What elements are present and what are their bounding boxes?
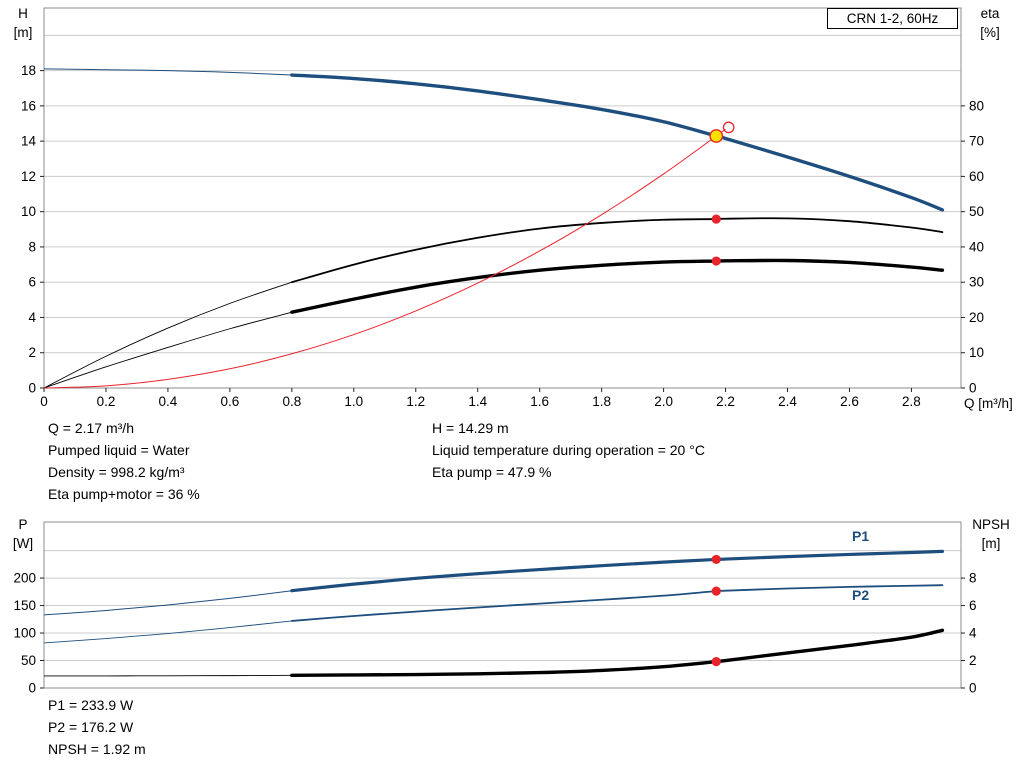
left-tick-label: 200 (13, 571, 36, 586)
eta-pump-curve (290, 217, 944, 284)
x-tick-label: 0.8 (282, 394, 301, 409)
left-tick-label: 18 (21, 63, 36, 78)
right-tick-label: 70 (969, 134, 984, 149)
right-tick-label: 20 (969, 310, 984, 325)
p1-curve-thin (43, 590, 292, 616)
right-tick-label: 60 (969, 169, 984, 184)
left-tick-label: 14 (21, 134, 37, 149)
npsh-curve (290, 628, 945, 678)
plot-frame (43, 7, 962, 389)
left-tick-label: 0 (28, 681, 36, 696)
x-tick-label: 1.2 (406, 394, 425, 409)
p2-curve (290, 584, 944, 622)
x-axis-title: Q [m³/h] (964, 396, 1013, 411)
right-tick-label: 10 (969, 345, 984, 360)
p2-curve-label: P2 (852, 587, 870, 603)
npsh-curve-thin (43, 674, 292, 677)
system-curve-curve (43, 128, 726, 389)
right-tick-label: 0 (969, 681, 977, 696)
p1-curve (290, 549, 945, 593)
left-tick-label: 100 (13, 626, 36, 641)
x-tick-label: 1.6 (530, 394, 549, 409)
eta-pump-plus-motor-curve (290, 258, 945, 314)
power-npsh-chart[interactable]: 0 50 100 150 200 0 2 4 6 8 (0, 515, 1024, 715)
right-tick-label: 30 (969, 275, 984, 290)
eta-pump-motor-point (711, 256, 721, 266)
requested-duty-point (722, 121, 735, 134)
right-tick-label: 6 (969, 598, 977, 613)
right-tick-label: 40 (969, 239, 984, 254)
x-tick-label: 1.4 (468, 394, 487, 409)
x-tick-label: 0.2 (97, 394, 116, 409)
h-head-curve-curve-thin (43, 68, 292, 76)
axis-title-npsh-unit: [m] (981, 536, 1001, 551)
density-text: Density = 998.2 kg/m³ (48, 464, 185, 480)
left-tick-label: 0 (28, 381, 36, 396)
x-tick-label: 0.6 (220, 394, 239, 409)
left-tick-label: 12 (21, 169, 36, 184)
axis-title-h-unit: [m] (13, 25, 33, 40)
chart-title-box: CRN 1-2, 60Hz (827, 8, 958, 29)
x-tick-label: 1.0 (344, 394, 363, 409)
axis-title-h: H (18, 6, 28, 21)
eta-pump-point (711, 214, 721, 224)
pump-model-title: CRN 1-2, 60Hz (846, 11, 939, 26)
left-tick-label: 16 (21, 98, 36, 113)
right-tick-label: 80 (969, 98, 984, 113)
bottom-right-axis-title: NPSH [m] (962, 515, 1020, 553)
right-tick-label: 4 (969, 626, 977, 641)
p2-curve-thin (43, 620, 292, 644)
axis-title-p-unit: [W] (12, 536, 34, 551)
right-tick-label: 2 (969, 653, 977, 668)
left-tick-label: 50 (21, 653, 36, 668)
x-tick-label: 0 (40, 394, 48, 409)
eta-pump-plus-motor-curve-thin (43, 311, 292, 389)
p1-point (711, 554, 721, 565)
x-tick-label: 2.0 (654, 394, 673, 409)
duty-point[interactable] (709, 129, 724, 143)
right-tick-label: 50 (969, 204, 984, 219)
left-tick-label: 150 (13, 598, 36, 613)
eta-pump-motor-text: Eta pump+motor = 36 % (48, 486, 200, 502)
left-tick-label: 2 (28, 345, 36, 360)
left-tick-label: 10 (21, 204, 36, 219)
axis-title-p: P (18, 517, 28, 532)
p1-value-text: P1 = 233.9 W (48, 697, 134, 713)
p2-value-text: P2 = 176.2 W (48, 719, 134, 735)
eta-pump-text: Eta pump = 47.9 % (432, 464, 552, 480)
axis-title-npsh: NPSH (972, 517, 1010, 532)
x-tick-label: 2.6 (840, 394, 859, 409)
duty-head-text: H = 14.29 m (432, 420, 509, 436)
x-tick-label: 1.8 (592, 394, 611, 409)
x-tick-label: 2.8 (902, 394, 921, 409)
left-tick-label: 6 (28, 275, 36, 290)
npsh-point (711, 657, 721, 667)
right-tick-label: 8 (969, 571, 977, 586)
pumped-liquid-text: Pumped liquid = Water (48, 442, 190, 458)
right-tick-label: 0 (969, 381, 977, 396)
bottom-left-axis-title: P [W] (2, 515, 44, 553)
p1-curve-label: P1 (852, 528, 870, 544)
duty-flow-text: Q = 2.17 m³/h (48, 420, 134, 436)
plot-frame (43, 521, 962, 689)
npsh-value-text: NPSH = 1.92 m (48, 741, 146, 757)
left-tick-label: 8 (28, 239, 36, 254)
p2-point (711, 586, 721, 596)
head-efficiency-chart[interactable]: 0 2 4 6 8 10 12 14 16 18 0 10 20 30 40 50 60 70 80 0 0.2 0.4 0… (0, 0, 1024, 416)
axis-title-eta-unit: [%] (980, 25, 1000, 40)
x-tick-label: 0.4 (159, 394, 178, 409)
x-tick-label: 2.4 (778, 394, 797, 409)
top-right-axis-title: eta [%] (964, 4, 1016, 42)
eta-pump-curve-thin (43, 281, 292, 389)
liquid-temp-text: Liquid temperature during operation = 20… (432, 442, 705, 458)
top-left-axis-title: H [m] (2, 4, 44, 42)
axis-title-eta: eta (980, 6, 1000, 21)
left-tick-label: 4 (28, 310, 36, 325)
h-head-curve-curve (290, 73, 945, 212)
x-tick-label: 2.2 (716, 394, 735, 409)
